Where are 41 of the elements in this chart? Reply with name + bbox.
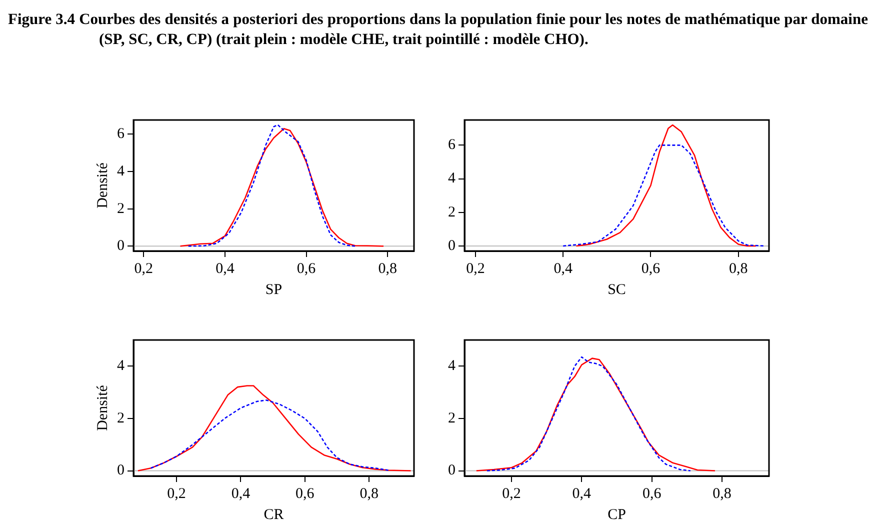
chart-title: Figure 3.4 Courbes des densités a posteriori des proportions dans la population finie pour les notes de mathématique par domaine (SP, SC, CR, CP) (trait plein : modèle CHE, trait pointillé : modèle CHO). bbox=[8, 10, 868, 50]
x-tick-label: 0,8 bbox=[712, 486, 732, 502]
y-axis-title: Densité bbox=[94, 162, 111, 208]
x-tick-label: 0,6 bbox=[296, 486, 315, 502]
x-tick-label: 0,4 bbox=[231, 486, 251, 502]
x-axis-title: SP bbox=[265, 282, 282, 298]
y-tick-label: 2 bbox=[117, 200, 124, 217]
x-tick-label: 0,2 bbox=[134, 260, 154, 277]
line-series bbox=[562, 144, 766, 247]
x-tick-label: 0,8 bbox=[378, 260, 397, 277]
x-tick-label: 0,6 bbox=[296, 260, 316, 277]
x-tick-label: 0,2 bbox=[167, 486, 186, 502]
y-tick-label: 6 bbox=[117, 126, 125, 142]
x-tick-label: 0,4 bbox=[572, 486, 592, 502]
x-tick-label: 0,2 bbox=[502, 486, 521, 502]
x-axis-title: SC bbox=[608, 282, 626, 298]
x-tick-label: 0,8 bbox=[728, 260, 748, 277]
y-tick-label: 2 bbox=[448, 410, 456, 426]
x-tick-label: 0,4 bbox=[554, 260, 573, 277]
x-axis-title: CR bbox=[264, 506, 284, 523]
x-tick-label: 0,2 bbox=[466, 260, 485, 277]
y-tick-label: 0 bbox=[448, 462, 456, 479]
y-tick-label: 0 bbox=[117, 462, 124, 479]
y-tick-label: 4 bbox=[117, 163, 125, 180]
y-tick-label: 2 bbox=[448, 204, 456, 220]
line-series bbox=[188, 124, 356, 247]
x-axis-title: CP bbox=[608, 506, 626, 523]
y-tick-label: 6 bbox=[448, 137, 456, 154]
line-series bbox=[150, 400, 389, 471]
x-tick-label: 0,4 bbox=[216, 260, 235, 277]
y-tick-label: 4 bbox=[117, 358, 125, 374]
y-tick-label: 0 bbox=[117, 238, 124, 254]
y-tick-label: 2 bbox=[117, 410, 124, 426]
x-tick-label: 0,6 bbox=[641, 260, 661, 277]
x-tick-label: 0,6 bbox=[642, 486, 662, 502]
y-tick-label: 4 bbox=[448, 170, 456, 187]
line-series bbox=[486, 356, 692, 472]
y-tick-label: 4 bbox=[448, 358, 456, 374]
y-axis-title: Densité bbox=[94, 384, 111, 431]
x-tick-label: 0,8 bbox=[360, 486, 378, 502]
y-tick-label: 0 bbox=[448, 238, 456, 254]
